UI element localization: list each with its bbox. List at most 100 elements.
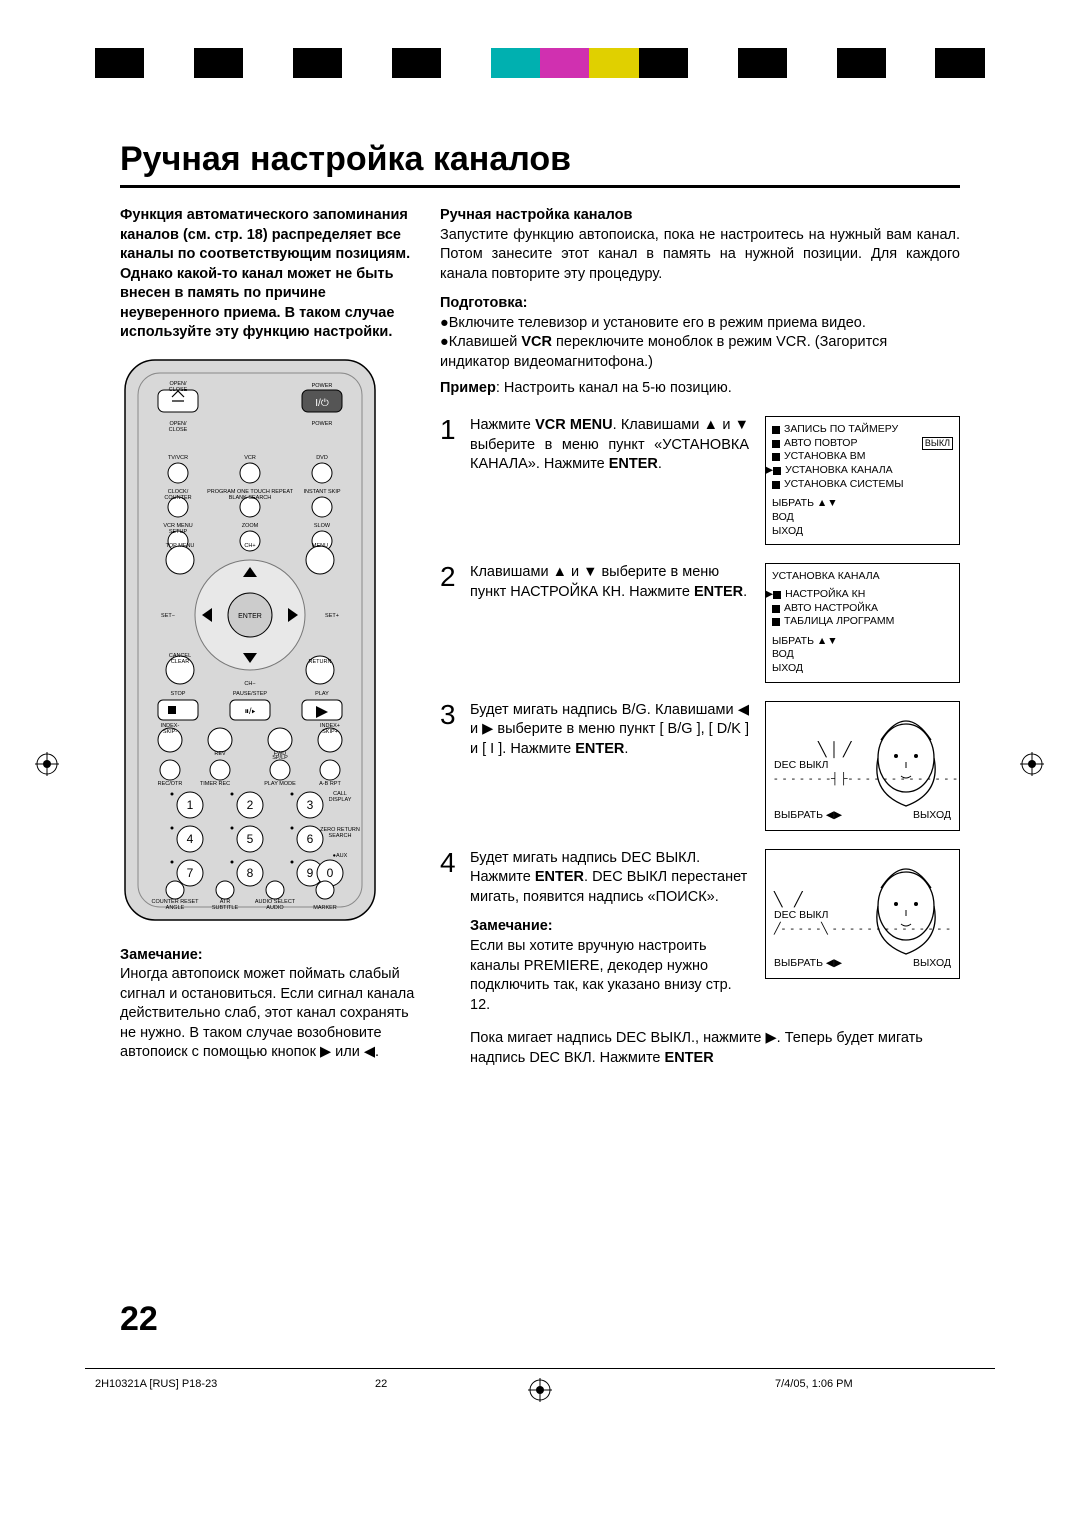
svg-text:SUBTITLE: SUBTITLE <box>212 905 239 911</box>
svg-text:ANGLE: ANGLE <box>166 905 185 911</box>
remote-control-illustration: I/⏻ ENTER ⏸/▸ <box>120 355 420 932</box>
dec-label: DEC ВЫКЛ <box>774 908 828 922</box>
svg-text:STOP: STOP <box>171 691 186 697</box>
registration-mark-right <box>1020 752 1044 776</box>
svg-text:9: 9 <box>307 866 314 880</box>
svg-text:VCR: VCR <box>244 455 256 461</box>
screen-menu-1: ЗАПИСЬ ПО ТАЙМЕРУ АВТО ПОВТОРВЫКЛ УСТАНО… <box>765 416 960 545</box>
svg-text:REC/OTR: REC/OTR <box>158 781 183 787</box>
screen-preview-4: ╲ ╱ DEC ВЫКЛ ╱- - - - -╲ - - - - - - - -… <box>765 849 960 979</box>
step-number: 3 <box>440 701 470 729</box>
svg-text:A-B RPT: A-B RPT <box>319 781 341 787</box>
svg-text:MARKER: MARKER <box>313 905 337 911</box>
page-content: Ручная настройка каналов Функция автомат… <box>120 140 960 1068</box>
right-column: Ручная настройка каналов Запустите функц… <box>440 206 960 1068</box>
step-2: 2 Клавишами ▲ и ▼ выберите в меню пункт … <box>440 563 960 682</box>
svg-text:TOP MENU: TOP MENU <box>166 543 195 549</box>
svg-text:INSTANT SKIP: INSTANT SKIP <box>303 489 340 495</box>
footer-rule <box>85 1368 995 1369</box>
footer-right: 7/4/05, 1:06 PM <box>775 1378 853 1390</box>
svg-text:0: 0 <box>327 866 334 880</box>
color-calibration-bar <box>95 48 985 78</box>
svg-text:DVD: DVD <box>316 455 328 461</box>
step-4: 4 Будет мигать надпись DEC ВЫКЛ. Нажмите… <box>440 849 960 1016</box>
step-3-text: Будет мигать надпись B/G. Клавишами ◀ и … <box>470 701 759 760</box>
step-4-text: Будет мигать надпись DEC ВЫКЛ. Нажмите E… <box>470 849 759 1016</box>
svg-text:POWER: POWER <box>312 421 333 427</box>
svg-text:ENTER: ENTER <box>238 613 262 620</box>
page-number: 22 <box>120 1300 158 1339</box>
svg-text:CH+: CH+ <box>244 543 255 549</box>
svg-text:DISPLAY: DISPLAY <box>329 797 352 803</box>
registration-mark-left <box>35 752 59 776</box>
dec-label: DEC ВЫКЛ <box>774 758 828 772</box>
svg-text:●AUX: ●AUX <box>333 853 348 859</box>
prep-bullet-1: ●Включите телевизор и установите его в р… <box>440 314 960 334</box>
svg-text:AUDIO: AUDIO <box>266 905 284 911</box>
svg-text:RETURN: RETURN <box>309 659 332 665</box>
screen-preview-3: ╲ │ ╱ DEC ВЫКЛ - - - - - - -┤├- - - - - … <box>765 701 960 831</box>
svg-text:TIMER REC: TIMER REC <box>200 781 230 787</box>
svg-text:4: 4 <box>187 832 194 846</box>
step-number: 4 <box>440 849 470 877</box>
svg-text:SKIP+: SKIP+ <box>322 729 338 735</box>
svg-text:7: 7 <box>187 866 194 880</box>
svg-text:CLEAR: CLEAR <box>171 659 189 665</box>
svg-text:SEARCH: SEARCH <box>329 833 352 839</box>
select-label: ВЫБРАТЬ ◀▶ <box>774 808 842 822</box>
intro-text: Функция автоматического запоминания кана… <box>120 206 420 343</box>
svg-text:PAUSE/STEP: PAUSE/STEP <box>233 691 267 697</box>
svg-text:MENU: MENU <box>312 543 328 549</box>
svg-text:2: 2 <box>247 798 254 812</box>
dashed-line: ╱- - - - -╲ - - - - - - - - - - - - - - <box>774 922 951 937</box>
tail-text: Пока мигает надпись DEC ВЫКЛ., нажмите ▶… <box>470 1029 960 1068</box>
section-heading: Ручная настройка каналов <box>440 206 960 226</box>
step-number: 1 <box>440 416 470 444</box>
example-line: Пример: Настроить канал на 5-ю позицию. <box>440 379 960 399</box>
svg-text:REV: REV <box>214 751 226 757</box>
section-intro: Запустите функцию автопоиска, пока не на… <box>440 226 960 285</box>
screen-menu-2: УСТАНОВКА КАНАЛА ▶НАСТРОЙКА КН АВТО НАСТ… <box>765 563 960 682</box>
svg-text:3: 3 <box>307 798 314 812</box>
footer-mid: 22 <box>375 1378 555 1390</box>
svg-text:SET−: SET− <box>161 613 175 619</box>
svg-text:POWER: POWER <box>312 383 333 389</box>
svg-text:ZOOM: ZOOM <box>242 523 259 529</box>
footer-left: 2H10321A [RUS] P18-23 <box>95 1378 375 1390</box>
svg-text:BLANK SEARCH: BLANK SEARCH <box>229 495 272 501</box>
svg-text:SETUP: SETUP <box>169 529 188 535</box>
blink-marks: ╲ ╱ <box>774 890 803 909</box>
step-1-text: Нажмите VCR MENU. Клавишами ▲ и ▼ выбери… <box>470 416 759 475</box>
blink-marks: ╲ │ ╱ <box>818 740 851 759</box>
step-3: 3 Будет мигать надпись B/G. Клавишами ◀ … <box>440 701 960 831</box>
svg-text:8: 8 <box>247 866 254 880</box>
svg-text:5: 5 <box>247 832 254 846</box>
svg-text:COUNTER: COUNTER <box>164 495 191 501</box>
svg-text:⏸/▸: ⏸/▸ <box>244 706 255 716</box>
svg-text:CLOSE: CLOSE <box>169 427 188 433</box>
select-label: ВЫБРАТЬ ◀▶ <box>774 956 842 970</box>
face-icon <box>861 856 951 956</box>
step-2-text: Клавишами ▲ и ▼ выберите в меню пункт НА… <box>470 563 759 602</box>
left-note: Замечание: Иногда автопоиск может поймат… <box>120 946 420 1063</box>
svg-text:TV/VCR: TV/VCR <box>168 455 188 461</box>
dashed-line: - - - - - - -┤├- - - - - - - - - - - - - <box>774 772 958 787</box>
svg-text:SP/LP: SP/LP <box>272 755 288 761</box>
face-icon <box>861 708 951 808</box>
svg-text:PLAY MODE: PLAY MODE <box>264 781 296 787</box>
note-body: Иногда автопоиск может поймать слабый си… <box>120 966 414 1060</box>
prep-heading: Подготовка: <box>440 294 960 314</box>
svg-text:PLAY: PLAY <box>315 691 329 697</box>
prep-bullet-2: ●Клавишей VCR переключите моноблок в реж… <box>440 333 960 372</box>
step-1: 1 Нажмите VCR MENU. Клавишами ▲ и ▼ выбе… <box>440 416 960 545</box>
svg-text:I/⏻: I/⏻ <box>315 398 329 409</box>
svg-text:SKIP-: SKIP- <box>163 729 178 735</box>
page-title: Ручная настройка каналов <box>120 140 960 188</box>
step-number: 2 <box>440 563 470 591</box>
svg-text:SET+: SET+ <box>325 613 339 619</box>
svg-text:SLOW: SLOW <box>314 523 331 529</box>
svg-text:CLOSE: CLOSE <box>169 387 188 393</box>
svg-text:1: 1 <box>187 798 194 812</box>
left-column: Функция автоматического запоминания кана… <box>120 206 420 1063</box>
exit-label: ВЫХОД <box>913 956 951 970</box>
